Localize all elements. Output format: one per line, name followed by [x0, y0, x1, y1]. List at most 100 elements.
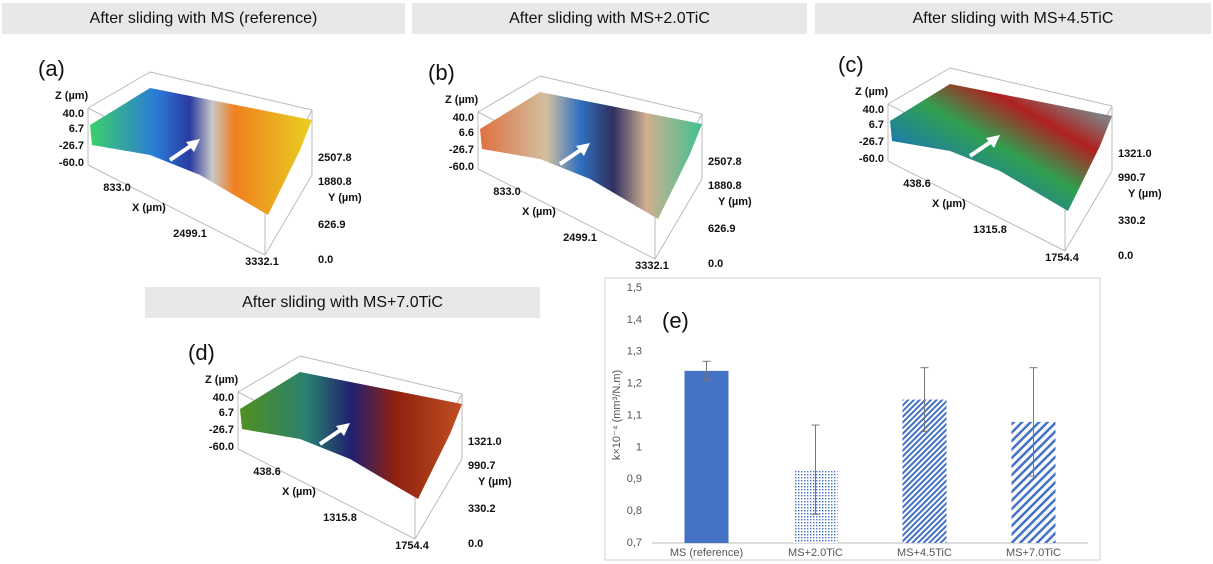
z-tick-label: 6.6 — [459, 127, 474, 139]
surface-panels: After sliding with MS (reference) (a) Z (µ… — [2, 3, 1211, 552]
z-tick-label: -60.0 — [859, 153, 884, 165]
y-axis-title: Y (µm) — [1128, 188, 1162, 200]
box-edge — [887, 67, 951, 105]
y-tick-label: 1,5 — [627, 282, 642, 294]
x-tick-label: 1754.4 — [1045, 252, 1080, 264]
box-edge — [654, 178, 703, 260]
z-tick-label: -26.7 — [449, 144, 474, 156]
x-tick-label: MS+4.5TiC — [897, 547, 952, 559]
panel-header: After sliding with MS+7.0TiC — [242, 294, 443, 311]
box-edge — [539, 75, 703, 115]
z-axis-title: Z (µm) — [855, 86, 889, 98]
y-tick-label: 0.0 — [468, 538, 483, 550]
y-axis-title: Y (µm) — [328, 192, 362, 204]
z-tick-label: -26.7 — [59, 140, 84, 152]
x-tick-label: 833.0 — [103, 182, 131, 194]
arrow-head — [986, 135, 1000, 148]
panel-label: (b) — [428, 60, 455, 85]
y-tick-label: 0.0 — [1118, 250, 1133, 262]
y-tick-label: 2507.8 — [318, 152, 352, 164]
error-bar — [811, 424, 820, 515]
x-tick-label: 438.6 — [253, 466, 281, 478]
box-edge — [299, 355, 463, 395]
x-tick-label: 1315.8 — [973, 224, 1007, 236]
x-tick-label: 3332.1 — [635, 260, 669, 272]
error-bar — [702, 360, 711, 381]
box-edge — [887, 160, 1066, 252]
panel-header-bg — [2, 3, 405, 34]
x-tick-label: 1754.4 — [395, 540, 430, 552]
x-tick-label: 833.0 — [493, 186, 521, 198]
x-tick-label: MS+7.0TiC — [1006, 547, 1061, 559]
z-tick-label: 6.7 — [869, 119, 884, 131]
x-tick-label: 2499.1 — [563, 232, 597, 244]
panel-label: (a) — [38, 56, 65, 81]
panel-label: (e) — [662, 308, 689, 333]
y-tick-label: 2507.8 — [708, 156, 742, 168]
panel-header: After sliding with MS+4.5TiC — [913, 10, 1114, 27]
z-axis-title: Z (µm) — [445, 94, 479, 106]
z-tick-label: 40.0 — [863, 104, 884, 116]
box-edge — [477, 168, 656, 260]
panel-header-bg — [815, 3, 1211, 34]
z-axis-title: Z (µm) — [55, 90, 89, 102]
z-tick-label: 6.7 — [69, 123, 84, 135]
x-axis-title: X (µm) — [282, 486, 316, 498]
box-edge — [949, 67, 1113, 107]
box-edge — [414, 458, 463, 540]
box-edge — [87, 164, 266, 256]
y-tick-label: 1321.0 — [468, 436, 502, 448]
y-tick-label: 0,8 — [627, 505, 642, 517]
y-tick-label: 0.0 — [318, 254, 333, 266]
panel-header-bg — [412, 3, 807, 34]
y-tick-label: 1880.8 — [708, 180, 742, 192]
z-tick-label: -60.0 — [59, 157, 84, 169]
x-tick-label: 438.6 — [903, 178, 931, 190]
y-axis-title: Y (µm) — [718, 196, 752, 208]
y-tick-label: 1 — [636, 441, 642, 453]
y-tick-label: 1,2 — [627, 378, 642, 390]
y-tick-label: 990.7 — [468, 460, 496, 472]
panel-header: After sliding with MS+2.0TiC — [509, 10, 710, 27]
z-axis-title: Z (µm) — [205, 374, 239, 386]
z-tick-label: -26.7 — [859, 136, 884, 148]
y-axis-title: k×10⁻⁴ (mm³/N.m) — [611, 370, 623, 460]
y-tick-label: 330.2 — [1118, 215, 1146, 227]
x-axis-title: X (µm) — [522, 206, 556, 218]
panel-label: (c) — [838, 52, 864, 77]
error-bar — [1029, 367, 1038, 477]
surface — [240, 372, 462, 499]
y-tick-label: 0.0 — [708, 258, 723, 270]
y-tick-label: 1880.8 — [318, 176, 352, 188]
box-edge — [149, 71, 313, 111]
x-tick-label: MS (reference) — [670, 547, 743, 559]
y-tick-label: 990.7 — [1118, 172, 1146, 184]
box-edge — [477, 75, 541, 113]
box-edge — [264, 174, 313, 256]
y-tick-label: 626.9 — [318, 219, 346, 231]
x-tick-label: 3332.1 — [245, 256, 279, 268]
x-tick-label: MS+2.0TiC — [788, 547, 843, 559]
z-tick-label: 6.7 — [219, 407, 234, 419]
y-tick-label: 1,3 — [627, 346, 642, 358]
surface — [890, 84, 1112, 211]
box-edge — [87, 71, 151, 109]
y-tick-label: 1,1 — [627, 409, 642, 421]
surface — [90, 88, 312, 215]
z-tick-label: 40.0 — [63, 108, 84, 120]
box-edge — [1064, 170, 1113, 252]
error-bar — [920, 367, 929, 432]
y-tick-label: 626.9 — [708, 223, 736, 235]
z-tick-label: 40.0 — [453, 112, 474, 124]
x-axis-title: X (µm) — [932, 198, 966, 210]
z-tick-label: -60.0 — [209, 441, 234, 453]
box-edge — [237, 355, 301, 393]
box-edge — [237, 448, 416, 540]
panel-header-bg — [145, 287, 540, 318]
x-tick-label: 2499.1 — [173, 228, 207, 240]
y-axis-title: Y (µm) — [478, 476, 512, 488]
surface — [480, 92, 702, 219]
x-tick-label: 1315.8 — [323, 512, 357, 524]
y-tick-label: 330.2 — [468, 503, 496, 515]
